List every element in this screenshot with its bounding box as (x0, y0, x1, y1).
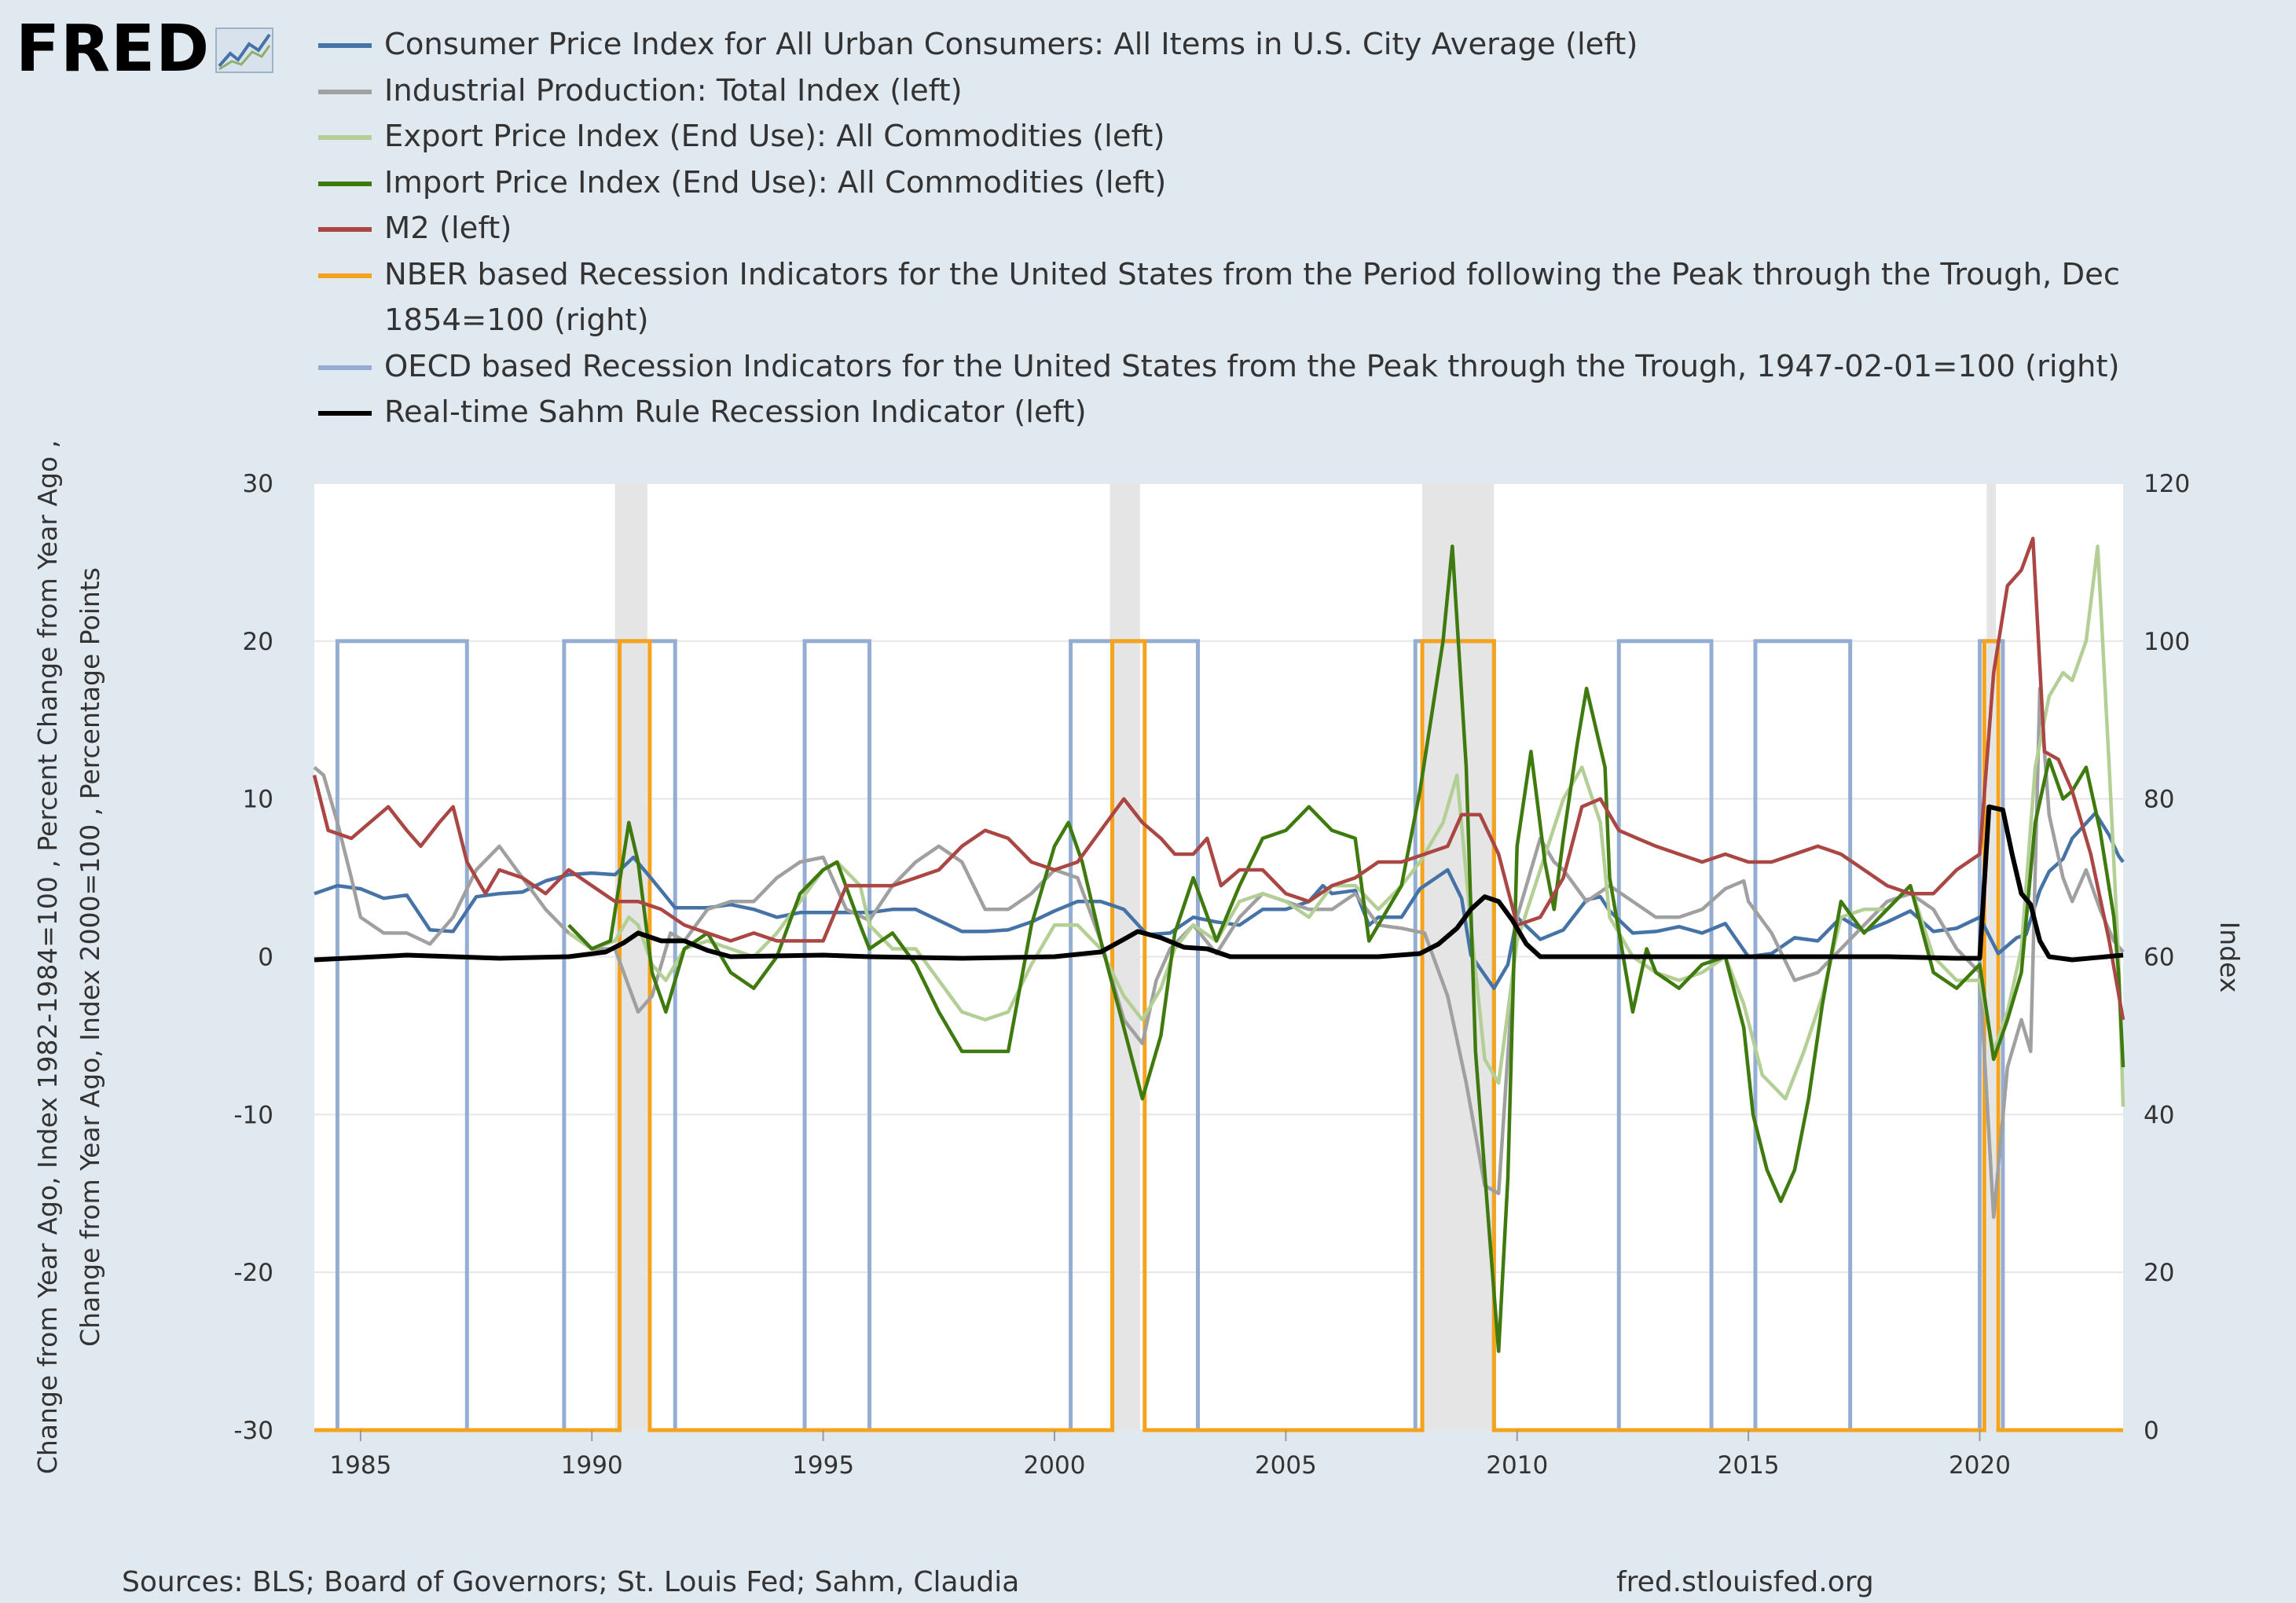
nber-recession-series (314, 639, 2123, 1432)
legend-item[interactable]: Consumer Price Index for All Urban Consu… (318, 22, 2283, 68)
x-tick-label: 2005 (1255, 1451, 1317, 1480)
legend-swatch (318, 273, 372, 278)
left-tick-label: -30 (233, 1417, 273, 1445)
legend-swatch (318, 181, 372, 186)
legend-swatch (318, 365, 372, 370)
legend-label: NBER based Recession Indicators for the … (384, 256, 2120, 339)
legend-swatch (318, 89, 372, 94)
right-axis-ticks: 120 100 80 60 40 20 0 (2144, 470, 2190, 1445)
legend-item[interactable]: Real-time Sahm Rule Recession Indicator … (318, 390, 2283, 436)
legend-label: Real-time Sahm Rule Recession Indicator … (384, 394, 1087, 430)
left-tick-label: -10 (233, 1101, 273, 1129)
legend-item[interactable]: Industrial Production: Total Index (left… (318, 68, 2283, 115)
series-line-import-price-index (567, 545, 2125, 1353)
fred-logo-text: FRED (16, 12, 211, 86)
fred-chart-icon (215, 28, 274, 73)
left-tick-label: 30 (243, 470, 273, 498)
nber-recession-line (314, 639, 2123, 1432)
right-tick-label: 40 (2144, 1101, 2174, 1129)
legend-swatch (318, 227, 372, 232)
line-series (312, 537, 2125, 1353)
left-axis-title-line2: Change from Year Ago, Index 2000=100 , P… (75, 567, 105, 1347)
legend-item[interactable]: Export Price Index (End Use): All Commod… (318, 114, 2283, 160)
fred-logo: FRED (16, 17, 281, 82)
legend-label: Industrial Production: Total Index (left… (384, 72, 963, 108)
x-tick-label: 2000 (1024, 1451, 1086, 1480)
x-tick-label: 2020 (1949, 1451, 2011, 1480)
legend-item[interactable]: M2 (left) (318, 206, 2283, 252)
legend-label: Import Price Index (End Use): All Commod… (384, 164, 1167, 200)
right-tick-label: 100 (2144, 628, 2190, 656)
legend-label: Export Price Index (End Use): All Commod… (384, 119, 1165, 154)
right-tick-label: 0 (2144, 1417, 2159, 1445)
left-tick-label: 0 (258, 944, 273, 972)
legend-swatch (318, 43, 372, 48)
source-url-link[interactable]: fred.stlouisfed.org (1616, 1566, 1874, 1598)
right-tick-label: 80 (2144, 786, 2174, 814)
chart-legend: Consumer Price Index for All Urban Consu… (318, 22, 2283, 436)
left-tick-label: 20 (243, 628, 273, 656)
left-axis-ticks: 30 20 10 0 -10 -20 -30 (233, 470, 273, 1445)
series-line-m2 (312, 537, 2125, 1021)
left-tick-label: 10 (243, 786, 273, 814)
sources-text: Sources: BLS; Board of Governors; St. Lo… (122, 1566, 1020, 1598)
legend-swatch (318, 135, 372, 140)
right-axis-title: Index (2214, 922, 2245, 993)
x-tick-label: 2010 (1486, 1451, 1548, 1480)
left-tick-label: -20 (233, 1259, 273, 1287)
x-tick-label: 1990 (561, 1451, 623, 1480)
legend-label: M2 (left) (384, 211, 512, 246)
legend-label: OECD based Recession Indicators for the … (384, 348, 2120, 384)
legend-label: Consumer Price Index for All Urban Consu… (384, 27, 1638, 62)
right-tick-label: 20 (2144, 1259, 2174, 1287)
series-line-sahm-rule (314, 804, 2124, 963)
x-axis-ticks: 1985 1990 1995 2000 2005 2010 2015 2020 (329, 1430, 2011, 1480)
series-line-cpi (314, 811, 2125, 990)
x-tick-label: 1995 (792, 1451, 854, 1480)
x-tick-label: 1985 (329, 1451, 391, 1480)
legend-swatch (318, 411, 372, 416)
left-axis-title-line1: Change from Year Ago, Index 1982-1984=10… (32, 440, 63, 1474)
legend-item[interactable]: NBER based Recession Indicators for the … (318, 252, 2283, 344)
legend-item[interactable]: OECD based Recession Indicators for the … (318, 344, 2283, 391)
legend-item[interactable]: Import Price Index (End Use): All Commod… (318, 160, 2283, 207)
right-tick-label: 60 (2144, 944, 2174, 972)
x-tick-label: 2015 (1718, 1451, 1780, 1480)
right-tick-label: 120 (2144, 470, 2190, 498)
